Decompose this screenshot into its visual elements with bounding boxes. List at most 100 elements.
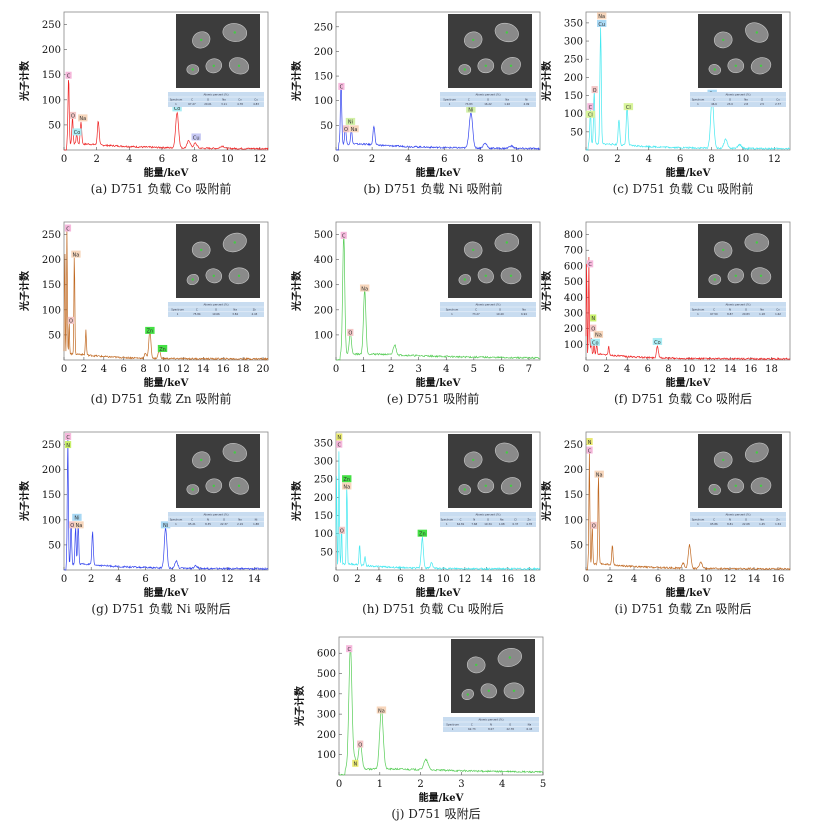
element-tag-label: O <box>69 319 73 325</box>
x-tick-label: 20 <box>257 364 270 375</box>
element-tag: N <box>336 433 342 441</box>
panel-caption: (g) D751 负载 Ni 吸附后 <box>91 602 230 616</box>
table-title: Atomic percent (%) <box>478 718 503 722</box>
element-tag: O <box>70 112 76 120</box>
element-tag: Co <box>72 128 81 136</box>
table-cell: 22.08 <box>742 522 750 526</box>
table-cell: 1.88 <box>253 522 259 526</box>
y-tick-label: 50 <box>320 547 333 558</box>
element-tag-label: Na <box>598 14 605 20</box>
element-tag: Cl <box>586 111 595 119</box>
element-tag-label: N <box>588 440 592 446</box>
element-tag-label: Cl <box>626 105 631 111</box>
x-tick-label: 6 <box>397 574 403 585</box>
element-tag-label: Na <box>378 708 385 714</box>
panel-caption: (a) D751 负载 Co 吸附前 <box>91 181 232 196</box>
x-axis-label: 能量/keV <box>419 791 464 804</box>
spectrum-point <box>464 488 466 490</box>
y-tick-label: 200 <box>564 73 583 84</box>
element-tag-label: Cl <box>588 113 593 119</box>
table-title: Atomic percent (%) <box>203 93 228 97</box>
sem-background <box>698 14 782 88</box>
element-tag: C <box>346 645 352 653</box>
table-header: Ni <box>255 517 258 521</box>
spectrum-point <box>509 656 511 658</box>
element-tag: Na <box>349 125 358 133</box>
x-tick-label: 14 <box>197 364 210 375</box>
y-axis-label: 光子计数 <box>290 480 303 522</box>
sem-background <box>176 14 260 88</box>
table-header: N <box>207 517 209 521</box>
x-tick-label: 4 <box>499 779 505 790</box>
element-tag-label: C <box>589 105 593 111</box>
spectrum-point <box>714 68 716 70</box>
x-tick-label: 2 <box>603 364 609 375</box>
element-tag: Na <box>342 482 351 490</box>
table-header: O <box>729 97 731 101</box>
sem-image <box>176 434 260 508</box>
spectrum-point <box>722 249 724 251</box>
y-tick-label: 200 <box>314 493 333 504</box>
element-tag: Na <box>78 114 87 122</box>
element-tag: C <box>338 83 344 91</box>
panel-caption: (b) D751 负载 Ni 吸附前 <box>363 181 502 196</box>
table-cell: 19.66 <box>212 312 220 316</box>
element-tag: Co <box>591 339 600 347</box>
y-tick-label: 400 <box>314 255 333 266</box>
element-tag: C <box>341 232 347 240</box>
sem-image <box>176 224 260 298</box>
element-tag-label: C <box>588 262 592 268</box>
element-tag-label: C <box>342 234 346 240</box>
element-tag-label: C <box>337 443 341 449</box>
x-tick-label: 6 <box>655 574 661 585</box>
table-cell: 1.62 <box>775 312 781 316</box>
spectrum-point <box>510 485 512 487</box>
element-tag: Zn <box>418 530 427 538</box>
table-header: Cl <box>761 97 764 101</box>
x-tick-label: 6 <box>142 574 148 585</box>
element-tag: C <box>65 433 71 441</box>
table-title: Atomic percent (%) <box>203 303 228 307</box>
y-tick-label: 150 <box>42 280 61 291</box>
x-tick-label: 0 <box>333 154 339 165</box>
element-tag-label: O <box>70 523 74 529</box>
spectrum-point <box>513 690 515 692</box>
panel-caption: (d) D751 负载 Zn 吸附前 <box>91 391 232 406</box>
y-tick-label: 500 <box>564 277 583 288</box>
table-cell: 0.37 <box>513 522 519 526</box>
y-axis-label: 光子计数 <box>18 270 31 312</box>
spectrum-point <box>234 451 236 453</box>
element-tag-label: Na <box>79 116 86 122</box>
spectrum-point <box>735 275 737 277</box>
table-header: Cu <box>254 97 258 101</box>
table-header: C <box>191 97 193 101</box>
element-tag-label: Zn <box>343 477 350 483</box>
table-cell: 67.27 <box>188 102 196 106</box>
table-header: Cl <box>514 517 517 521</box>
spectrum-point <box>200 39 202 41</box>
sem-image <box>698 434 782 508</box>
element-tag-label: Zn <box>147 329 154 335</box>
spectrum-point <box>485 65 487 67</box>
element-tag: Na <box>377 706 386 714</box>
element-tag-label: Co <box>74 130 81 136</box>
x-tick-label: 1 <box>377 779 383 790</box>
y-tick-label: 300 <box>564 308 583 319</box>
spectrum-point <box>722 459 724 461</box>
element-tag-label: Zn <box>419 531 426 537</box>
spectrum-point <box>714 488 716 490</box>
element-tag: Na <box>74 521 83 529</box>
x-tick-label: 8 <box>140 364 146 375</box>
element-tag-label: O <box>592 524 596 530</box>
element-tag: Na <box>360 284 369 292</box>
element-tag-label: N <box>353 762 357 768</box>
table-header: Co <box>238 97 242 101</box>
x-tick-label: 4 <box>376 574 382 585</box>
y-tick-label: 50 <box>48 540 61 551</box>
